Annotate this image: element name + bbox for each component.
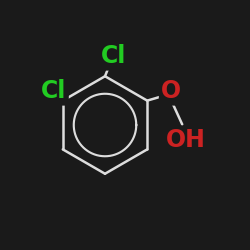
Text: Cl: Cl: [101, 44, 126, 68]
Text: OH: OH: [166, 128, 206, 152]
Text: O: O: [161, 79, 181, 103]
Text: Cl: Cl: [41, 79, 66, 103]
